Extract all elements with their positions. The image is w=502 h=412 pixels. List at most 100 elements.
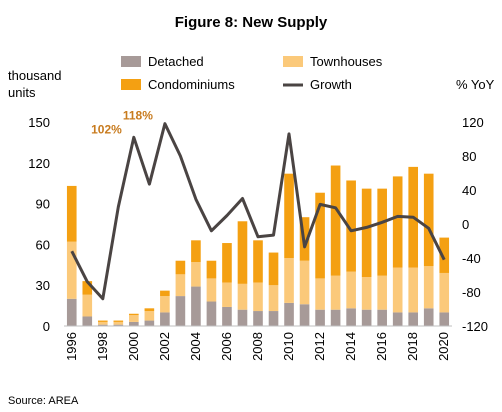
bar-condominiums <box>113 320 124 322</box>
bar-townhouses <box>392 267 403 313</box>
bar-condominiums <box>361 188 372 278</box>
bar-detached <box>97 324 108 326</box>
bar-townhouses <box>191 262 201 287</box>
bar-townhouses <box>346 271 356 309</box>
bar-detached <box>361 309 372 326</box>
bar-detached <box>284 302 294 326</box>
bar-condominiums <box>206 260 217 279</box>
x-tick-label: 2000 <box>126 332 141 361</box>
bar-detached <box>346 308 356 326</box>
left-axis-title-line1: thousand <box>8 68 62 83</box>
bar-detached <box>253 311 263 326</box>
bar-detached <box>222 306 232 326</box>
y-tick-label: 150 <box>28 115 50 130</box>
bar-townhouses <box>284 258 294 303</box>
growth-annotation: 118% <box>123 109 153 123</box>
bar-detached <box>129 321 139 326</box>
legend: Detached Townhouses Condominiums Growth <box>121 54 383 92</box>
bar-condominiums <box>97 320 108 322</box>
bar-townhouses <box>268 285 279 312</box>
bar-townhouses <box>160 296 170 313</box>
bar-townhouses <box>175 274 186 297</box>
bar-townhouses <box>253 282 263 312</box>
bar-condominiums <box>315 192 325 279</box>
legend-swatch-townhouses <box>283 56 303 67</box>
bar-detached <box>66 298 77 326</box>
bar-townhouses <box>330 275 341 310</box>
bar-detached <box>191 286 201 326</box>
y2-tick-label: 40 <box>462 183 476 198</box>
legend-swatch-detached <box>121 56 141 67</box>
bar-townhouses <box>82 294 93 317</box>
bar-condominiums <box>191 240 201 263</box>
y2-tick-label: -120 <box>462 319 488 334</box>
x-tick-label: 2002 <box>157 332 172 361</box>
bar-detached <box>408 312 419 326</box>
bar-detached <box>175 296 186 326</box>
bar-condominiums <box>129 313 139 316</box>
bar-townhouses <box>129 315 139 322</box>
bar-townhouses <box>315 278 325 310</box>
legend-label-townhouses: Townhouses <box>310 54 383 69</box>
bar-condominiums <box>439 237 450 273</box>
legend-label-condominiums: Condominiums <box>148 77 235 92</box>
x-tick-label: 2006 <box>219 332 234 361</box>
bar-detached <box>423 308 434 326</box>
bar-condominiums <box>175 260 186 275</box>
y-tick-label: 0 <box>43 319 50 334</box>
bar-condominiums <box>66 185 77 242</box>
bar-detached <box>439 312 450 326</box>
bar-condominiums <box>423 173 434 267</box>
bar-townhouses <box>237 283 248 310</box>
bar-detached <box>315 309 325 326</box>
bar-detached <box>237 309 248 326</box>
bar-condominiums <box>144 308 155 312</box>
legend-label-growth: Growth <box>310 77 352 92</box>
bar-detached <box>160 312 170 326</box>
y2-tick-label: 0 <box>462 217 469 232</box>
bar-townhouses <box>206 278 217 302</box>
bar-townhouses <box>377 275 387 310</box>
bar-townhouses <box>97 321 108 325</box>
bar-townhouses <box>361 277 372 310</box>
bar-townhouses <box>408 267 419 313</box>
bar-townhouses <box>113 321 124 325</box>
bar-condominiums <box>268 252 279 286</box>
bar-condominiums <box>82 281 93 295</box>
x-tick-label: 2012 <box>312 332 327 361</box>
bar-condominiums <box>330 165 341 276</box>
bar-detached <box>330 309 341 326</box>
bar-townhouses <box>439 272 450 313</box>
x-tick-label: 1996 <box>64 332 79 361</box>
bar-detached <box>113 324 124 326</box>
x-tick-label: 1998 <box>95 332 110 361</box>
bar-detached <box>144 320 155 326</box>
x-tick-label: 2010 <box>281 332 296 361</box>
left-axis-title-line2: units <box>8 85 36 100</box>
bar-detached <box>206 301 217 326</box>
bar-condominiums <box>222 243 232 283</box>
bar-detached <box>82 316 93 326</box>
bar-townhouses <box>423 266 434 309</box>
legend-label-detached: Detached <box>148 54 204 69</box>
bar-townhouses <box>144 311 155 321</box>
bar-condominiums <box>237 221 248 284</box>
bar-townhouses <box>66 241 77 299</box>
right-axis-title: % YoY <box>456 77 495 92</box>
growth-line <box>70 122 446 301</box>
x-tick-label: 2016 <box>374 332 389 361</box>
bar-detached <box>392 312 403 326</box>
y-tick-label: 30 <box>36 278 50 293</box>
bar-detached <box>377 309 387 326</box>
x-tick-label: 2008 <box>250 332 265 361</box>
x-tick-label: 2018 <box>405 332 420 361</box>
bar-townhouses <box>299 260 310 305</box>
y2-tick-label: -80 <box>462 285 481 300</box>
y-tick-label: 120 <box>28 156 50 171</box>
bar-condominiums <box>377 188 387 276</box>
bar-condominiums <box>284 173 294 258</box>
x-tick-label: 2020 <box>436 332 451 361</box>
bar-condominiums <box>160 290 170 297</box>
bar-detached <box>268 311 279 326</box>
